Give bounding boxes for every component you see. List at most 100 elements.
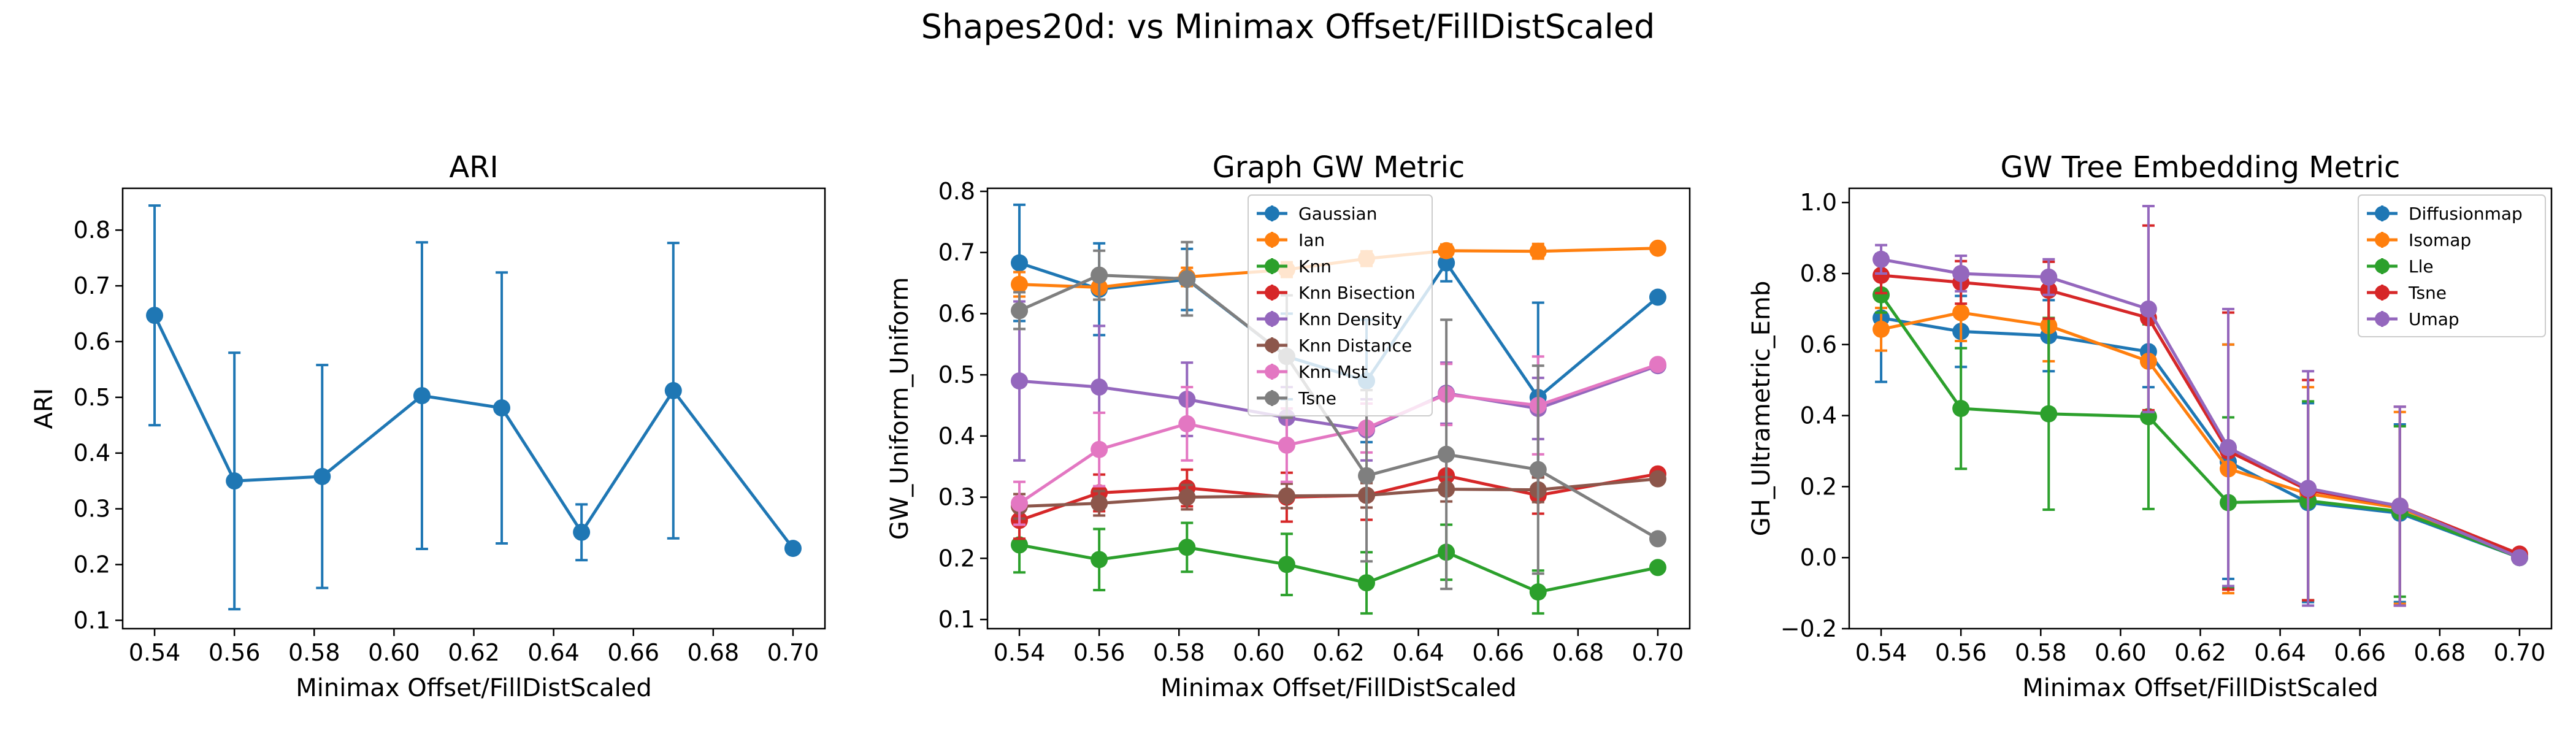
data-point [1952,264,1970,282]
legend-marker [1265,338,1279,353]
series-knn-distance [1011,470,1666,520]
series-line [1018,362,1658,505]
data-point [1091,378,1108,396]
data-point [1649,530,1666,548]
chart-title: ARI [449,150,498,185]
series-knn-mst [1011,355,1666,526]
x-tick-label: 0.62 [1313,639,1365,666]
x-tick-label: 0.60 [2095,639,2147,666]
x-tick-label: 0.58 [288,639,340,666]
data-point [1873,266,1890,284]
data-point [573,523,591,541]
x-tick-label: 0.56 [1935,639,1987,666]
data-point [313,467,331,485]
legend-frame [1248,194,1433,416]
y-tick-label: 0.2 [1800,473,1837,500]
data-point [226,472,243,490]
x-tick-label: 0.64 [1392,639,1444,666]
y-axis-label: GW_Uniform_Uniform [886,277,914,540]
chart-title: GW Tree Embedding Metric [2001,150,2401,185]
legend-label: Ian [1298,230,1325,250]
x-tick-label: 0.64 [2254,639,2306,666]
y-tick-label: 0.6 [938,300,975,327]
x-axis-label: Minimax Offset/FillDistScaled [296,674,652,702]
data-point [1011,536,1029,554]
y-tick-label: 1.0 [1800,189,1837,216]
y-tick-label: 0.2 [938,545,975,572]
figure-suptitle: Shapes20d: vs Minimax Offset/FillDistSca… [921,7,1655,46]
y-axis-label: ARI [30,388,58,429]
x-tick-label: 0.56 [1073,639,1125,666]
data-point [2040,268,2058,286]
data-point [1178,539,1196,556]
data-point [1091,266,1108,284]
legend-marker [1265,285,1279,300]
series-line [1019,543,1658,594]
y-tick-label: 0.3 [938,484,975,511]
series-line [153,315,794,550]
legend-label: Knn Bisection [1298,283,1416,303]
x-tick-label: 0.58 [2015,639,2067,666]
series-line [1019,477,1658,508]
data-point [2391,497,2409,515]
x-tick-label: 0.54 [1855,639,1907,666]
y-tick-label: 0.0 [1800,544,1837,571]
y-tick-label: 0.8 [74,217,110,243]
data-point [1358,574,1376,592]
legend-label: Isomap [2409,230,2471,250]
x-tick-label: 0.66 [1472,639,1524,666]
legend-marker [1265,364,1279,379]
data-point [2139,300,2157,318]
data-point [1873,250,1890,268]
legend-label: Knn Density [1298,309,1402,329]
series-line [1880,258,2520,559]
y-tick-label: −0.2 [1781,615,1837,642]
y-tick-label: 0.1 [74,607,110,634]
x-tick-label: 0.68 [1552,639,1604,666]
series-line [1879,294,2520,559]
data-point [1529,583,1547,601]
data-point [1178,270,1196,288]
legend-marker [1265,312,1279,326]
data-point [1438,445,1455,463]
legend: Diffusionmap Isomap Lle Tsne Umap [2358,194,2546,337]
data-point [1438,254,1455,272]
legend-marker [1265,206,1279,221]
x-tick-label: 0.54 [994,639,1046,666]
x-axis-label: Minimax Offset/FillDistScaled [1160,674,1517,702]
y-tick-label: 0.6 [1800,331,1837,358]
chart-panel-2: Graph GW Metric 0.54 0.56 0.58 0.60 0.62 0.64 0… [886,150,1691,702]
series-knn [1011,516,1666,615]
x-tick-label: 0.70 [2494,639,2546,666]
legend-marker [2375,206,2390,221]
chart-panel-1: ARI 0.54 0.56 0.58 0.60 0.62 0.64 0.66 0.68 0.70 0… [30,150,826,702]
plot-frame [1848,187,2553,630]
y-tick-label: 0.7 [74,272,110,299]
y-tick-label: 0.8 [1800,260,1837,287]
legend-label: Lle [2409,256,2434,277]
data-point [1278,436,1295,454]
x-tick-label: 0.60 [368,639,420,666]
data-point [493,399,511,417]
data-point [1011,275,1029,293]
data-point [1091,494,1108,512]
data-point [146,307,164,324]
data-point [1091,440,1108,458]
x-tick-label: 0.66 [2334,639,2386,666]
legend-label: Tsne [1298,388,1336,408]
y-axis-label: GH_Ultrametric_Emb [1747,281,1776,537]
legend-marker [2375,259,2390,274]
x-tick-label: 0.70 [1632,639,1684,666]
y-tick-label: 0.5 [74,384,110,411]
data-point [1278,556,1295,573]
x-tick-label: 0.64 [527,639,580,666]
series-line [1019,472,1658,522]
x-tick-label: 0.70 [767,639,819,666]
x-tick-label: 0.62 [448,639,500,666]
chart-title: Graph GW Metric [1213,150,1465,185]
legend-marker [1265,391,1279,405]
y-tick-label: 0.6 [74,328,110,355]
data-point [1091,551,1108,569]
y-tick-label: 0.3 [74,496,110,523]
